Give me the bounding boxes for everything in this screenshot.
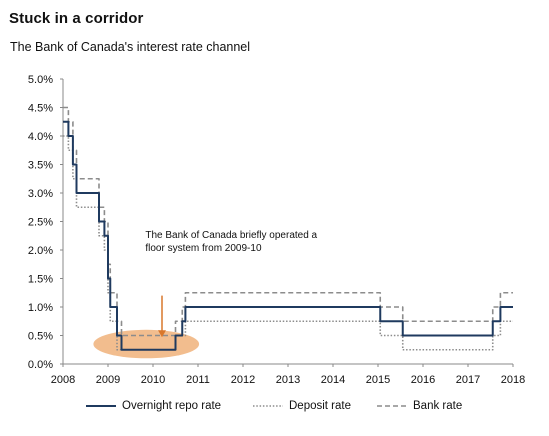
- series-line-solid: [63, 120, 513, 351]
- chart-title: Stuck in a corridor: [9, 10, 144, 27]
- x-tick-label: 2010: [141, 374, 165, 386]
- highlight-ellipse: [93, 329, 200, 359]
- series-line-dashed: [63, 106, 513, 337]
- legend-swatch-deposit: [253, 405, 283, 407]
- x-tick-label: 2011: [186, 374, 210, 386]
- y-tick-label: 3.0%: [28, 188, 53, 200]
- legend-swatch-overnight: [86, 405, 116, 407]
- x-tick-label: 2009: [96, 374, 120, 386]
- y-tick-label: 5.0%: [28, 74, 53, 86]
- x-tick-label: 2016: [411, 374, 435, 386]
- x-tick-label: 2013: [276, 374, 300, 386]
- chart-subtitle: The Bank of Canada's interest rate chann…: [10, 40, 251, 54]
- x-tick-label: 2008: [51, 374, 75, 386]
- legend-item-deposit: Deposit rate: [253, 400, 351, 412]
- x-tick-label: 2018: [501, 374, 525, 386]
- y-tick-label: 4.0%: [28, 131, 53, 143]
- annotation-line: floor system from 2009-10: [145, 243, 262, 254]
- y-tick-label: 4.5%: [28, 103, 53, 115]
- series-line-dotted: [63, 135, 513, 351]
- legend-item-bank: Bank rate: [377, 400, 462, 412]
- y-tick-label: 2.0%: [28, 245, 53, 257]
- y-tick-label: 1.5%: [28, 274, 53, 286]
- legend-label-bank: Bank rate: [413, 400, 463, 412]
- x-tick-label: 2012: [231, 374, 255, 386]
- y-tick-label: 1.0%: [28, 302, 53, 314]
- x-tick-label: 2014: [321, 374, 345, 386]
- y-tick-label: 3.5%: [28, 160, 53, 172]
- x-tick-label: 2017: [456, 374, 480, 386]
- legend-label-overnight: Overnight repo rate: [122, 400, 222, 412]
- y-tick-label: 0.0%: [28, 359, 53, 371]
- annotation-arrow-head: [158, 330, 166, 338]
- legend-item-overnight: Overnight repo rate: [86, 400, 221, 412]
- legend-swatch-bank: [377, 405, 407, 407]
- legend-label-deposit: Deposit rate: [289, 400, 352, 412]
- annotation-line: The Bank of Canada briefly operated a: [145, 230, 317, 241]
- chart: 0.0% 0.5% 1.0% 1.5% 2.0% 2.5% 3.0% 3.5% 4.0% 4.5%…: [28, 74, 525, 386]
- y-tick-label: 2.5%: [28, 217, 53, 229]
- legend: Overnight repo rate Deposit rate Bank ra…: [0, 400, 549, 420]
- y-tick-label: 0.5%: [28, 331, 53, 343]
- x-tick-label: 2015: [366, 374, 390, 386]
